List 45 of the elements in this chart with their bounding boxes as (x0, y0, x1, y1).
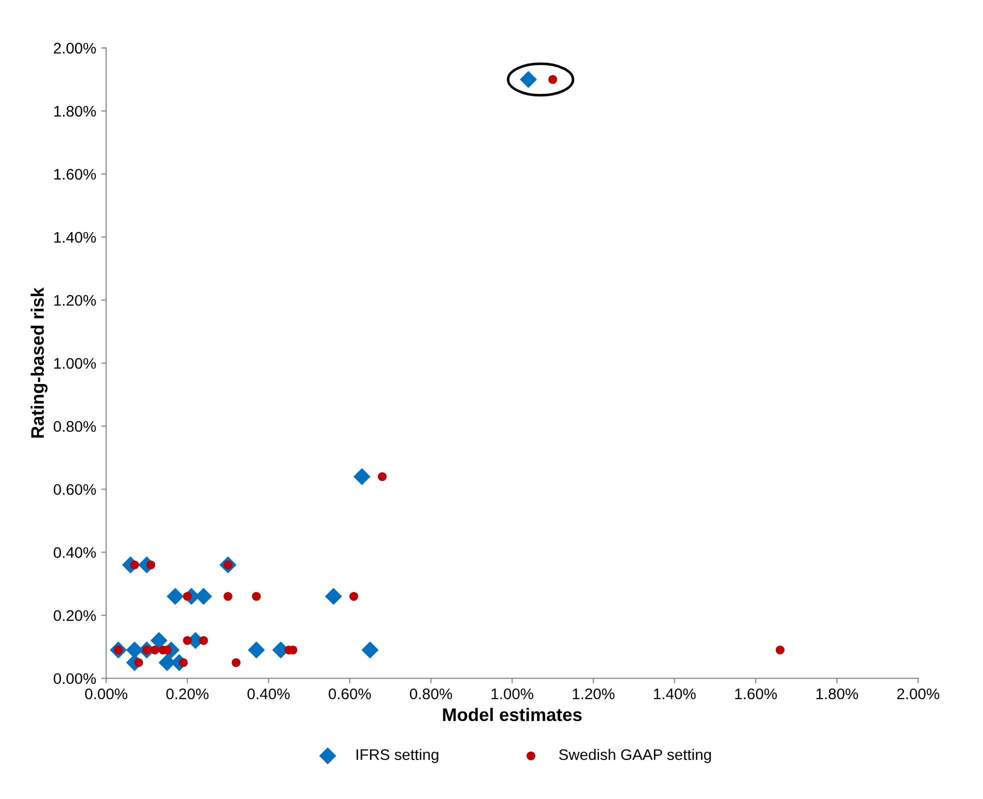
y-tick-label: 0.40% (54, 547, 96, 558)
point (150, 646, 160, 654)
point (224, 592, 232, 601)
point (349, 592, 358, 601)
point (130, 560, 139, 570)
point (548, 75, 558, 84)
point (362, 641, 379, 658)
point (182, 636, 192, 645)
y-tick-label: 1.00% (54, 358, 96, 369)
x-tick-label: 0.20% (166, 688, 208, 700)
y-tick-label: 0.20% (54, 610, 96, 621)
x-tick-label: 1.80% (816, 688, 858, 700)
x-tick-label: 0.60% (328, 688, 371, 700)
point (232, 658, 240, 667)
point (248, 641, 265, 658)
point (252, 592, 261, 601)
point (378, 472, 387, 482)
point (199, 636, 208, 645)
x-tick-label: 2.00% (897, 688, 940, 700)
y-tick-label: 1.80% (54, 106, 96, 117)
point (776, 646, 784, 654)
x-tick-label: 1.00% (492, 688, 534, 700)
y-tick-label: 2.00% (54, 42, 96, 54)
y-tick-label: 1.60% (54, 168, 96, 180)
x-tick-label: 1.40% (654, 688, 696, 700)
point (182, 592, 192, 601)
y-axis-title: Rating-based risk (30, 287, 48, 438)
y-tick-label: 1.20% (54, 294, 96, 306)
x-tick-label: 0.80% (410, 688, 452, 700)
point (520, 70, 537, 88)
y-tick-label: 0.00% (54, 673, 96, 684)
y-tick-label: 0.80% (54, 421, 96, 432)
y-tick-label: 1.40% (54, 232, 96, 243)
point (353, 468, 370, 486)
point (166, 588, 184, 605)
y-tick-label: 0.60% (54, 484, 96, 495)
x-tick-label: 0.40% (247, 688, 290, 700)
point (325, 588, 342, 605)
x-tick-label: 1.20% (572, 688, 614, 700)
x-axis-title: Model estimates (443, 708, 582, 722)
x-tick-label: 0.00% (85, 688, 128, 700)
point (150, 632, 168, 650)
x-tick-label: 1.60% (735, 688, 777, 700)
legend-label: Swedish GAAP setting (559, 748, 711, 764)
legend-label: IFRS setting (356, 748, 438, 764)
